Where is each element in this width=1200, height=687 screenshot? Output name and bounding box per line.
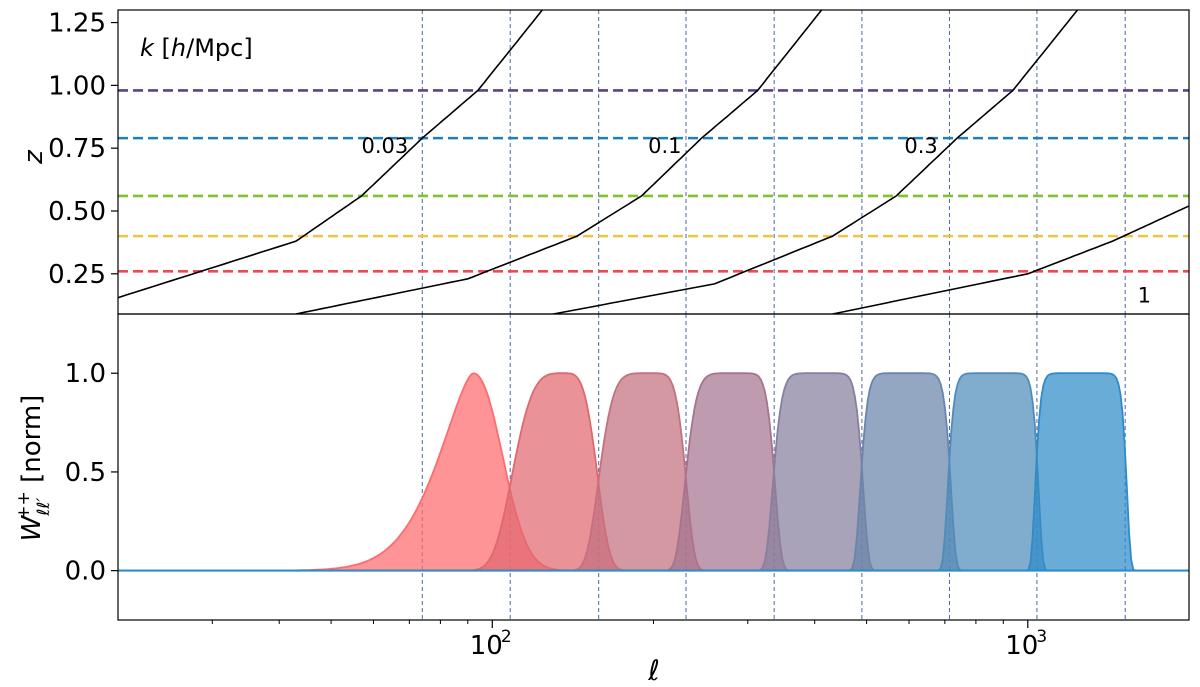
top-y-axis-label: z — [19, 149, 49, 165]
xtick-label-1: 10 — [1005, 631, 1038, 661]
w-subscript: ℓℓ′ — [34, 498, 54, 517]
bottom-y-axis-label: Wℓℓ′++ [norm] — [14, 395, 54, 542]
legend-k-bracket-open: [ — [154, 34, 171, 62]
top-ytick-label-1: 0.50 — [48, 197, 106, 227]
top-ytick-label-3: 1.00 — [48, 71, 106, 101]
curve-label-3: 1 — [1138, 284, 1151, 308]
k-curve-2 — [553, 10, 1079, 314]
curve-label-0: 0.03 — [361, 134, 408, 158]
top-plot-frame — [117, 9, 1190, 315]
top-y-ticks: 0.25 0.50 0.75 1.00 1.25 — [48, 9, 118, 290]
top-ytick-label-4: 1.25 — [48, 9, 106, 39]
curve-label-1: 0.1 — [648, 134, 681, 158]
bottom-plot-area — [118, 314, 1189, 620]
xtick-label-0: 10 — [470, 631, 503, 661]
bottom-ytick-label-1: 0.5 — [65, 458, 106, 488]
xtick-exponent-0: 2 — [501, 627, 512, 647]
legend-k-symbol: k — [140, 34, 155, 62]
w-superscript: ++ — [14, 491, 34, 520]
top-ytick-label-0: 0.25 — [48, 260, 106, 290]
bottom-ytick-label-0: 0.0 — [65, 557, 106, 587]
top-ytick-label-2: 0.75 — [48, 134, 106, 164]
xtick-exponent-1: 3 — [1036, 627, 1047, 647]
top-panel-redshift-plot: 0.25 0.50 0.75 1.00 1.25 k [h/Mpc] z 0.03 0.1… — [19, 9, 1190, 315]
k-curve-0 — [118, 10, 543, 299]
bottom-x-axis-label: ℓ — [647, 654, 660, 687]
k-curve-3 — [832, 205, 1189, 314]
bottom-ytick-label-2: 1.0 — [65, 359, 106, 389]
legend-unit: /Mpc] — [186, 34, 253, 62]
w-symbol: W — [17, 514, 47, 541]
w-norm-label: [norm] — [17, 395, 47, 492]
legend-h-symbol: h — [171, 34, 186, 62]
legend-title-k: k [h/Mpc] — [140, 34, 253, 62]
curve-label-2: 0.3 — [904, 134, 937, 158]
bottom-plot-frame — [117, 313, 1190, 621]
curve-labels: 0.03 0.1 0.3 1 — [361, 134, 1150, 307]
k-curve-1 — [295, 10, 823, 314]
top-plot-area — [118, 10, 1189, 314]
